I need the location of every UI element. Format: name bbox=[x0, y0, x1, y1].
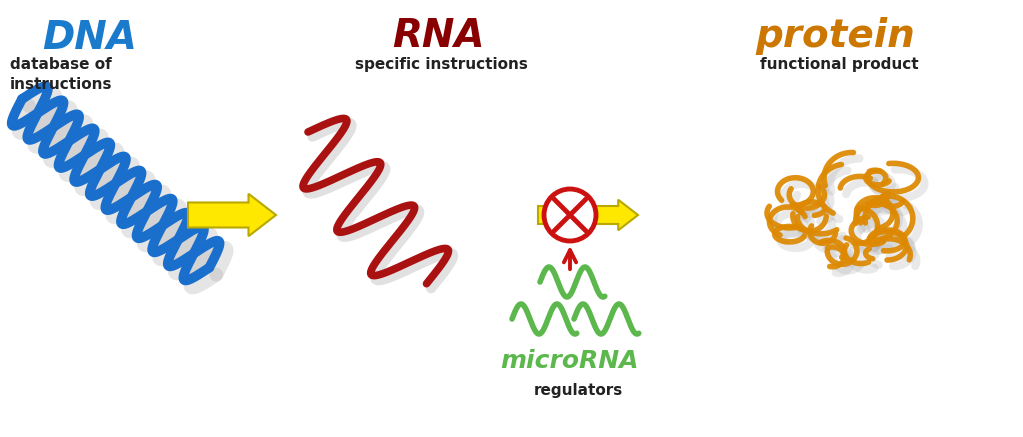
Text: instructions: instructions bbox=[10, 77, 113, 92]
Text: functional product: functional product bbox=[760, 57, 919, 72]
Text: microRNA: microRNA bbox=[500, 349, 638, 373]
Text: specific instructions: specific instructions bbox=[355, 57, 528, 72]
Text: database of: database of bbox=[10, 57, 112, 72]
Text: protein: protein bbox=[755, 17, 915, 55]
Text: DNA: DNA bbox=[42, 19, 137, 57]
Text: RNA: RNA bbox=[392, 17, 485, 55]
Circle shape bbox=[544, 189, 596, 241]
FancyArrow shape bbox=[538, 200, 638, 230]
Text: regulators: regulators bbox=[534, 383, 623, 398]
FancyArrow shape bbox=[188, 194, 276, 236]
